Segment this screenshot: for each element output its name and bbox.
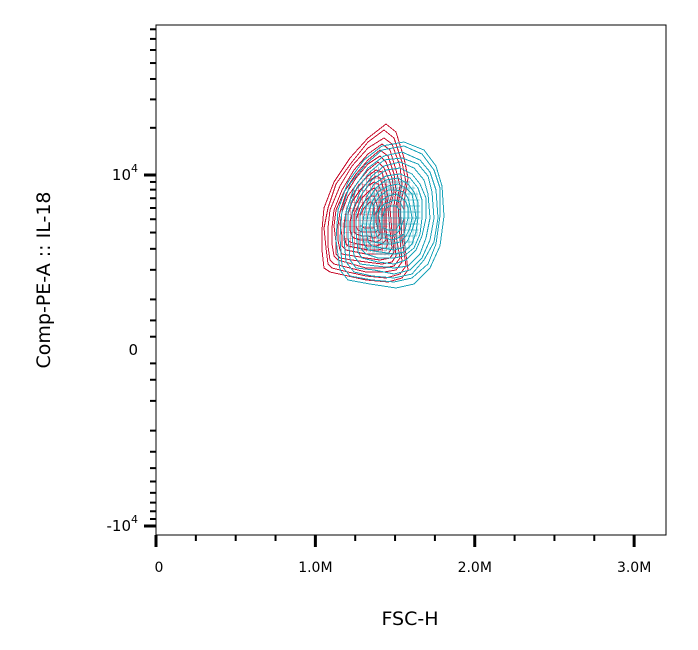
contour-level (321, 123, 409, 283)
contour-level (343, 151, 439, 279)
contour-level (355, 167, 427, 265)
x-axis-label: FSC-H (381, 608, 438, 630)
contour-level (349, 181, 383, 243)
y-tick-label: 104 (112, 162, 138, 184)
contour-series (335, 141, 445, 289)
contour-level (359, 173, 423, 259)
contour-level (323, 129, 407, 279)
contour-layer (321, 123, 445, 289)
contour-level (347, 175, 387, 247)
x-tick-label: 1.0M (298, 560, 332, 576)
x-axis: 0 1.0M 2.0M 3.0M (154, 535, 651, 576)
contour-level (351, 161, 431, 269)
y-tick-label: 0 (128, 341, 138, 359)
y-tick-label: -104 (107, 513, 139, 535)
y-axis: -104 0 104 (107, 28, 156, 535)
x-tick-label: 2.0M (458, 560, 492, 576)
y-axis-label: Comp-PE-A :: IL-18 (33, 192, 55, 369)
contour-level (339, 145, 441, 283)
x-tick-label: 3.0M (617, 560, 651, 576)
contour-level (373, 193, 409, 241)
contour-level (335, 141, 445, 289)
plot-area (155, 24, 667, 536)
contour-level (347, 157, 435, 275)
contour-level (327, 137, 403, 273)
contour-level (365, 183, 417, 251)
x-tick-label: 0 (155, 560, 164, 576)
